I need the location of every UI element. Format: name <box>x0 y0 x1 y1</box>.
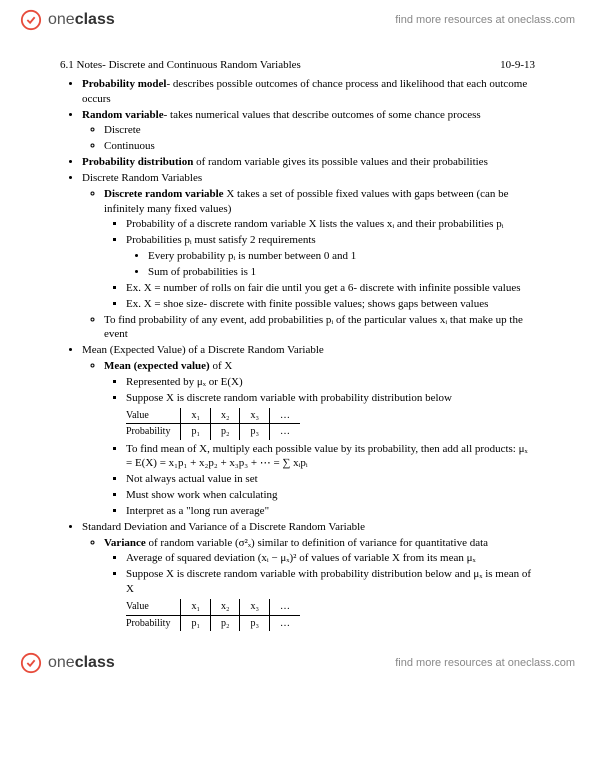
item-prob-model: Probability model- describes possible ou… <box>82 77 535 107</box>
brand-logo: oneclass <box>20 9 115 31</box>
item-prob-dist: Probability distribution of random varia… <box>82 155 535 170</box>
item-mean-notalways: Not always actual value in set <box>126 472 535 487</box>
item-sd-header: Standard Deviation and Variance of a Dis… <box>82 520 535 535</box>
item-mean-header: Mean (Expected Value) of a Discrete Rand… <box>82 343 535 358</box>
item-discrete: Discrete <box>104 123 535 138</box>
logo-icon <box>20 9 42 31</box>
dist-table-2: Valuex₁x₂x₃… Probabilityp₁p₂p₃… <box>126 599 300 631</box>
resources-link-bottom[interactable]: find more resources at oneclass.com <box>395 657 575 669</box>
brand-logo-bottom: oneclass <box>20 652 115 674</box>
item-mean-suppose: Suppose X is discrete random variable wi… <box>126 391 535 406</box>
item-variance: Variance of random variable (σ²ₓ) simila… <box>104 536 535 631</box>
brand-name-bottom: oneclass <box>48 654 115 672</box>
item-drv-findprob: To find probability of any event, add pr… <box>104 313 535 343</box>
item-drv-ex2: Ex. X = shoe size- discrete with finite … <box>126 297 535 312</box>
item-var-avg: Average of squared deviation (xᵢ − μₓ)² … <box>126 551 535 566</box>
item-drv-reqs: Probabilities pᵢ must satisfy 2 requirem… <box>126 233 535 248</box>
document-content: 6.1 Notes- Discrete and Continuous Rando… <box>0 40 595 643</box>
bottom-bar: oneclass find more resources at oneclass… <box>0 643 595 683</box>
item-mean-longrun: Interpret as a "long run average" <box>126 504 535 519</box>
top-bar: oneclass find more resources at oneclass… <box>0 0 595 40</box>
item-discrete-rv-header: Discrete Random Variables <box>82 171 535 186</box>
item-drv: Discrete random variable X takes a set o… <box>104 187 535 312</box>
logo-icon <box>20 652 42 674</box>
dist-table-1: Valuex₁x₂x₃… Probabilityp₁p₂p₃… <box>126 408 300 440</box>
item-drv-probdef: Probability of a discrete random variabl… <box>126 217 535 232</box>
item-mean-repr: Represented by μₓ or E(X) <box>126 375 535 390</box>
item-drv-req1: Every probability pᵢ is number between 0… <box>148 249 535 264</box>
item-mean-showwork: Must show work when calculating <box>126 488 535 503</box>
doc-date: 10-9-13 <box>500 58 535 73</box>
item-drv-ex1: Ex. X = number of rolls on fair die unti… <box>126 281 535 296</box>
item-mean: Mean (expected value) of X Represented b… <box>104 359 535 519</box>
item-random-variable: Random variable- takes numerical values … <box>82 108 535 155</box>
item-continuous: Continuous <box>104 139 535 154</box>
item-mean-formula: To find mean of X, multiply each possibl… <box>126 442 535 472</box>
item-var-suppose: Suppose X is discrete random variable wi… <box>126 567 535 597</box>
doc-title: 6.1 Notes- Discrete and Continuous Rando… <box>60 58 301 73</box>
item-drv-req2: Sum of probabilities is 1 <box>148 265 535 280</box>
resources-link-top[interactable]: find more resources at oneclass.com <box>395 14 575 26</box>
brand-name: oneclass <box>48 11 115 29</box>
